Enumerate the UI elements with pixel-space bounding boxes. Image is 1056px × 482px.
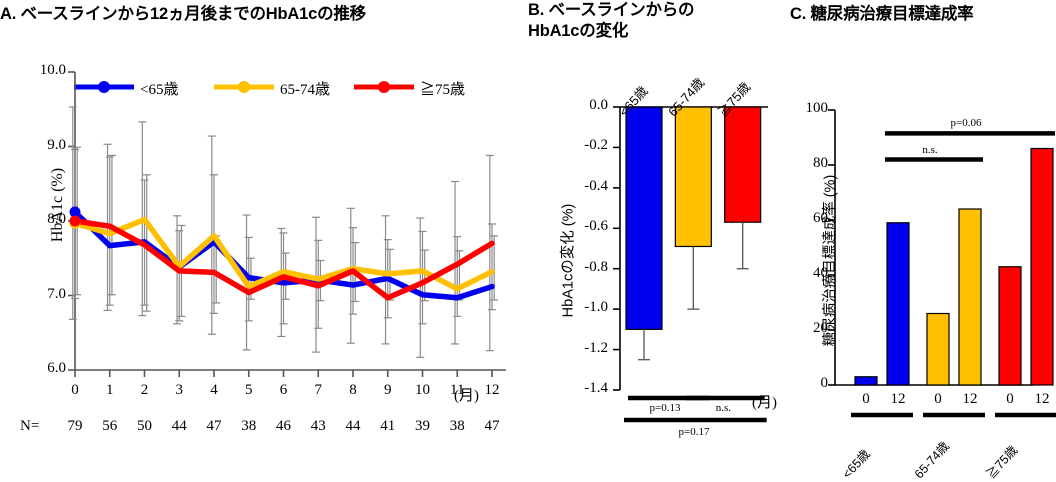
legend-label-65to74: 65-74歳 [280, 82, 330, 98]
panel-c-y-tick-0: 0 [820, 375, 829, 391]
panel-a-n-value-5: 38 [241, 418, 257, 434]
panel-a-x-tick-0: 0 [71, 382, 79, 398]
panel-a-n-value-6: 46 [276, 418, 291, 434]
panel-c-month-label-4: 0 [1006, 391, 1014, 407]
panel-a-y-tick-7.0: 7.0 [47, 285, 66, 302]
panel-b-title-line1: B. ベースラインからの [528, 1, 695, 19]
panel-b-sig-label-0: p=0.13 [649, 402, 681, 414]
legend-marker-65to74 [214, 81, 274, 93]
panel-a-n-value-9: 41 [380, 418, 396, 434]
panel-a-n-value-3: 44 [171, 418, 187, 434]
panel-a-n-value-12: 47 [484, 418, 500, 434]
panel-a: A. ベースラインから12ヵ月後までのHbA1cの推移 HbA1c (%) <6… [0, 5, 506, 434]
panel-c-x-unit: (月) [752, 395, 777, 411]
panel-a-title: A. ベースラインから12ヵ月後までのHbA1cの推移 [0, 5, 366, 23]
panel-c-y-tick-80: 80 [813, 155, 828, 171]
legend-label-75plus: ≧75歳 [420, 82, 466, 98]
panel-a-n-value-11: 38 [449, 418, 465, 434]
panel-b-y-tick-4: -0.8 [584, 258, 608, 275]
panel-a-n-value-7: 43 [310, 418, 326, 434]
panel-a-x-tick-1: 1 [106, 382, 114, 398]
panel-a-y-tick-9.0: 9.0 [47, 136, 66, 153]
panel-a-x-unit: (月) [454, 388, 479, 404]
panel-b-y-tick-2: -0.4 [584, 177, 608, 194]
panel-b-sig-label-1: n.s. [715, 402, 731, 414]
panel-a-x-tick-11: 11 [450, 382, 465, 398]
panel-b-y-tick-3: -0.6 [584, 218, 608, 235]
panel-a-y-tick-8.0: 8.0 [47, 211, 66, 227]
panel-a-x-tick-4: 4 [210, 382, 218, 398]
legend-marker-under65 [74, 81, 134, 93]
panel-c-month-label-1: 12 [890, 391, 906, 407]
panel-c: C. 糖尿病治療目標達成率 糖尿病治療目標達成率 (%) 100 80 60 40 20… [752, 0, 1056, 481]
panel-b-y-tick-5: -1.0 [584, 299, 608, 316]
panel-a-n-prefix: N= [20, 418, 40, 434]
panel-a-y-tick-6.0: 6.0 [47, 360, 66, 376]
panel-c-month-label-0: 0 [862, 391, 870, 407]
panel-c-sig-label-0: n.s. [922, 143, 938, 156]
panel-b-y-tick-6: -1.2 [584, 339, 608, 356]
panel-a-x-tick-6: 6 [279, 382, 288, 398]
panel-b-y-tick-7: -1.4 [584, 380, 608, 396]
panel-c-title: C. 糖尿病治療目標達成率 [790, 5, 974, 23]
legend-label-under65: <65歳 [140, 82, 179, 98]
panel-c-y-tick-60: 60 [813, 210, 828, 226]
legend-marker-75plus [354, 81, 414, 93]
panel-a-x-tick-2: 2 [140, 382, 149, 398]
panel-b-title-line2: HbA1cの変化 [528, 21, 629, 40]
panel-c-month-label-3: 12 [962, 391, 978, 407]
panel-c-sig-label-1: p=0.06 [950, 117, 982, 130]
panel-a-n-value-8: 44 [345, 418, 361, 434]
panel-a-x-tick-3: 3 [175, 382, 184, 398]
panel-a-n-value-10: 39 [415, 418, 430, 434]
panel-c-month-label-2: 0 [934, 391, 942, 407]
panel-c-month-label-5: 12 [1034, 391, 1050, 407]
panel-c-plot [828, 109, 1056, 418]
panel-b-title: B. ベースラインからの HbA1cの変化 [528, 0, 778, 41]
panel-c-y-tick-20: 20 [813, 320, 828, 336]
panel-a-x-tick-12: 12 [484, 382, 500, 398]
panel-a-n-value-4: 47 [206, 418, 222, 434]
panel-a-x-tick-5: 5 [245, 382, 253, 398]
panel-b-sig-label-2: p=0.17 [678, 426, 710, 438]
panel-a-n-value-2: 50 [137, 418, 152, 434]
panel-a-x-tick-10: 10 [415, 382, 430, 398]
panel-c-y-tick-100: 100 [805, 100, 829, 116]
panel-b-y-tick-0: 0.0 [589, 97, 608, 113]
panel-a-x-tick-8: 8 [349, 382, 357, 398]
panel-a-n-value-1: 56 [102, 418, 118, 434]
panel-a-y-tick-10.0: 10.0 [39, 62, 66, 78]
panel-b-y-tick-1: -0.2 [584, 137, 608, 154]
panel-b-plot [613, 106, 768, 423]
panel-a-n-value-0: 79 [67, 418, 83, 434]
panel-a-x-tick-7: 7 [314, 382, 323, 398]
panel-b: B. ベースラインからの HbA1cの変化 HbA1cの変化 (%) 0.0 -0… [528, 0, 798, 475]
panel-a-plot [68, 71, 506, 377]
panel-c-y-tick-40: 40 [813, 265, 828, 281]
panel-a-x-tick-9: 9 [384, 382, 392, 398]
